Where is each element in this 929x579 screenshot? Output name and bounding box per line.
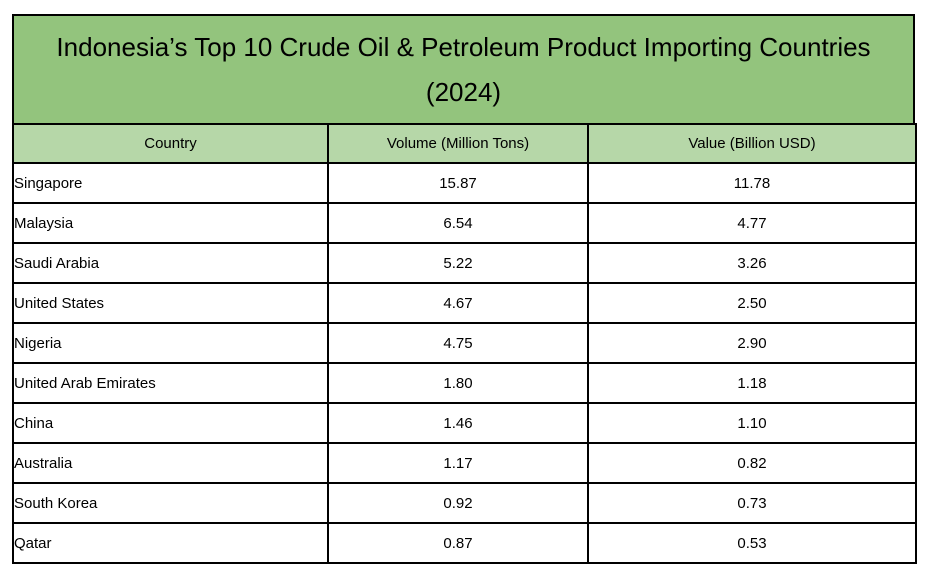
table-title-block: Indonesia’s Top 10 Crude Oil & Petroleum… xyxy=(12,14,915,125)
country-cell: Malaysia xyxy=(12,202,329,244)
value-cell: 1.10 xyxy=(587,402,917,444)
table-row: United States 4.67 2.50 xyxy=(12,282,917,324)
value-cell: 0.53 xyxy=(587,522,917,564)
volume-cell: 15.87 xyxy=(327,162,589,204)
value-cell: 1.18 xyxy=(587,362,917,404)
volume-cell: 5.22 xyxy=(327,242,589,284)
table-row: Singapore 15.87 11.78 xyxy=(12,162,917,204)
country-cell: China xyxy=(12,402,329,444)
country-cell: Nigeria xyxy=(12,322,329,364)
country-cell: United Arab Emirates xyxy=(12,362,329,404)
volume-cell: 4.67 xyxy=(327,282,589,324)
volume-cell: 0.92 xyxy=(327,482,589,524)
value-cell: 11.78 xyxy=(587,162,917,204)
import-table-sheet: Indonesia’s Top 10 Crude Oil & Petroleum… xyxy=(12,14,917,564)
volume-cell: 6.54 xyxy=(327,202,589,244)
table-row: Australia 1.17 0.82 xyxy=(12,442,917,484)
table-row: Saudi Arabia 5.22 3.26 xyxy=(12,242,917,284)
value-cell: 0.82 xyxy=(587,442,917,484)
table-row: China 1.46 1.10 xyxy=(12,402,917,444)
country-cell: Saudi Arabia xyxy=(12,242,329,284)
volume-cell: 0.87 xyxy=(327,522,589,564)
country-cell: Qatar xyxy=(12,522,329,564)
table-row: Malaysia 6.54 4.77 xyxy=(12,202,917,244)
value-cell: 3.26 xyxy=(587,242,917,284)
volume-cell: 1.17 xyxy=(327,442,589,484)
country-cell: South Korea xyxy=(12,482,329,524)
value-cell: 2.50 xyxy=(587,282,917,324)
value-cell: 4.77 xyxy=(587,202,917,244)
col-header-volume: Volume (Million Tons) xyxy=(327,123,589,164)
table-row: Qatar 0.87 0.53 xyxy=(12,522,917,564)
country-cell: United States xyxy=(12,282,329,324)
table-row: United Arab Emirates 1.80 1.18 xyxy=(12,362,917,404)
volume-cell: 1.80 xyxy=(327,362,589,404)
table-row: Nigeria 4.75 2.90 xyxy=(12,322,917,364)
header-row: Country Volume (Million Tons) Value (Bil… xyxy=(12,123,917,164)
table-row: South Korea 0.92 0.73 xyxy=(12,482,917,524)
table-title: Indonesia’s Top 10 Crude Oil & Petroleum… xyxy=(56,31,871,62)
volume-cell: 4.75 xyxy=(327,322,589,364)
col-header-value: Value (Billion USD) xyxy=(587,123,917,164)
col-header-country: Country xyxy=(12,123,329,164)
volume-cell: 1.46 xyxy=(327,402,589,444)
data-table: Country Volume (Million Tons) Value (Bil… xyxy=(12,123,917,564)
value-cell: 0.73 xyxy=(587,482,917,524)
country-cell: Singapore xyxy=(12,162,329,204)
country-cell: Australia xyxy=(12,442,329,484)
table-title-year: (2024) xyxy=(425,76,502,107)
value-cell: 2.90 xyxy=(587,322,917,364)
